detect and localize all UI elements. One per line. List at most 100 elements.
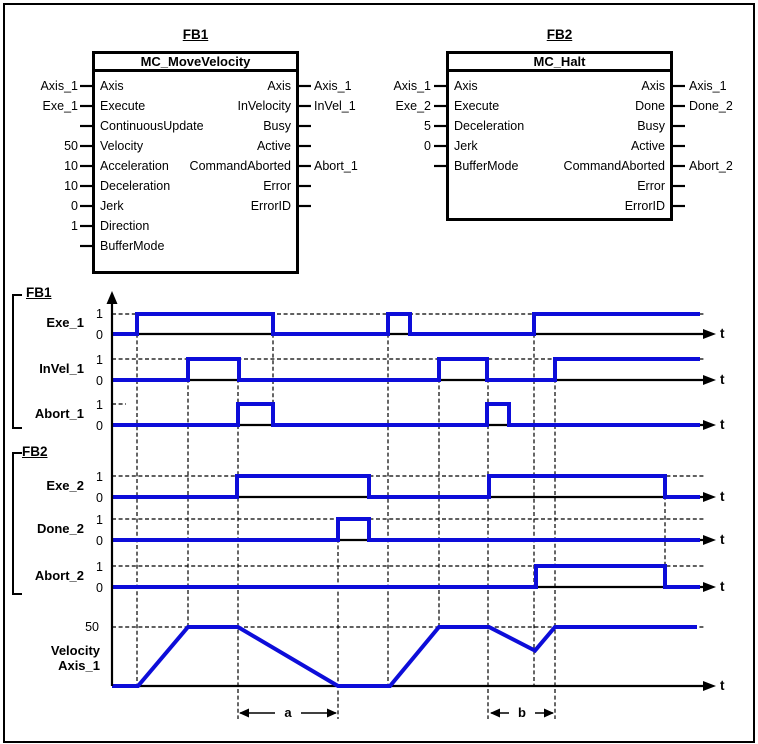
row-label-invel1: InVel_1 [39,361,84,376]
fb1-value-execute: Exe_1 [42,99,78,113]
velocity-tick-50: 50 [85,620,99,634]
fb1-output-active: Active [256,139,291,153]
fb1-block: MC_MoveVelocity [92,51,299,274]
fb1-group-bracket [12,294,22,429]
fb2-value-jerk: 0 [424,139,431,153]
fb1-output-error: Error [263,179,291,193]
fb1-input-axis: Axis [100,79,124,93]
t-arrowhead-done_2 [703,535,716,545]
fb1-input-continuousupdate: ContinuousUpdate [100,119,204,133]
waveform-abort_2 [112,564,700,589]
fb1-input-velocity: Velocity [100,139,144,153]
tick-1-abort1: 1 [96,398,103,412]
fb2-value-axis: Axis_1 [393,79,431,93]
fb1-outvalue-invelocity: InVel_1 [314,99,356,113]
fb2-output-error: Error [637,179,665,193]
tick-0-abort1: 0 [96,419,103,433]
fb1-title: FB1 [182,27,209,42]
fb1-input-execute: Execute [100,99,146,113]
waveform-done_2 [112,517,700,542]
fb1-value-acceleration: 10 [64,159,78,173]
t-arrowhead-exe_1 [703,329,716,339]
fb1-output-errorid: ErrorID [250,199,291,213]
t-arrowhead-velocity [703,681,716,691]
fb1-value-velocity: 50 [64,139,78,153]
fb2-outvalue-commandaborted: Abort_2 [689,159,733,173]
fb2-value-execute: Exe_2 [395,99,431,113]
fb2-value-deceleration: 5 [424,119,431,133]
fb1-output-axis: Axis [267,79,291,93]
fb1-outvalue-commandaborted: Abort_1 [314,159,358,173]
row-label-abort1: Abort_1 [34,406,84,421]
waveform-abort_1 [112,402,700,427]
fb1-value-axis: Axis_1 [40,79,78,93]
fb1-input-acceleration: Acceleration [100,159,169,173]
fb2-input-execute: Execute [454,99,500,113]
fb1-value-direction: 1 [71,219,78,233]
fb1-output-invelocity: InVelocity [237,99,291,113]
tick-0-invel1: 0 [96,374,103,388]
row-label-abort2: Abort_2 [34,568,84,583]
t-label-exe1: t [720,326,725,341]
fb2-output-busy: Busy [637,119,665,133]
t-arrowhead-invel_1 [703,375,716,385]
waveform-invel_1 [112,357,700,382]
waveform-exe_2 [112,474,700,499]
fb1-output-commandaborted: CommandAborted [189,159,291,173]
value-axis-arrowhead [106,291,118,304]
fb1-outvalue-axis: Axis_1 [314,79,352,93]
fb1-output-busy: Busy [263,119,291,133]
span-b-label: b [518,705,526,720]
span-b-arrow-right [544,708,554,718]
t-label-exe2: t [720,489,725,504]
t-label-velocity: t [720,678,725,693]
fb2-output-errorid: ErrorID [624,199,665,213]
t-label-invel1: t [720,372,725,387]
t-arrowhead-exe_2 [703,492,716,502]
fb2-type-name: MC_Halt [449,54,670,72]
tick-0-exe2: 0 [96,491,103,505]
fb2-output-axis: Axis [641,79,665,93]
t-label-abort1: t [720,417,725,432]
tick-1-exe1: 1 [96,307,103,321]
waveform-exe_1 [112,312,700,336]
span-a-arrow-left [239,708,249,718]
fb1-input-deceleration: Deceleration [100,179,171,193]
fb2-output-active: Active [630,139,665,153]
span-b-arrow-left [490,708,500,718]
fb2-input-axis: Axis [454,79,478,93]
tick-0-abort2: 0 [96,581,103,595]
fb1-group-label: FB1 [26,285,52,300]
t-arrowhead-abort_1 [703,420,716,430]
fb1-input-jerk: Jerk [100,199,124,213]
t-label-abort2: t [720,579,725,594]
row-label-exe2: Exe_2 [46,478,84,493]
outer-border [3,3,755,743]
tick-0-done2: 0 [96,534,103,548]
span-a-label: a [284,705,292,720]
tick-1-done2: 1 [96,513,103,527]
fb1-input-buffermode: BufferMode [100,239,165,253]
fb1-input-direction: Direction [100,219,150,233]
tick-1-exe2: 1 [96,470,103,484]
fb1-type-name: MC_MoveVelocity [95,54,296,72]
fb2-input-buffermode: BufferMode [454,159,519,173]
fb1-value-jerk: 0 [71,199,78,213]
fb2-outvalue-axis: Axis_1 [689,79,727,93]
tick-1-invel1: 1 [96,353,103,367]
fb2-input-deceleration: Deceleration [454,119,525,133]
fb2-group-label: FB2 [22,444,48,459]
velocity-curve [112,625,697,688]
fb2-title: FB2 [546,27,573,42]
row-label-done2: Done_2 [37,521,84,536]
fb2-output-commandaborted: CommandAborted [563,159,665,173]
tick-0-exe1: 0 [96,328,103,342]
tick-1-abort2: 1 [96,560,103,574]
row-label-exe1: Exe_1 [46,315,84,330]
span-a-arrow-right [327,708,337,718]
fb2-outvalue-done: Done_2 [689,99,733,113]
fb2-group-bracket [12,452,22,595]
velocity-axis-label: Axis_1 [58,658,100,673]
